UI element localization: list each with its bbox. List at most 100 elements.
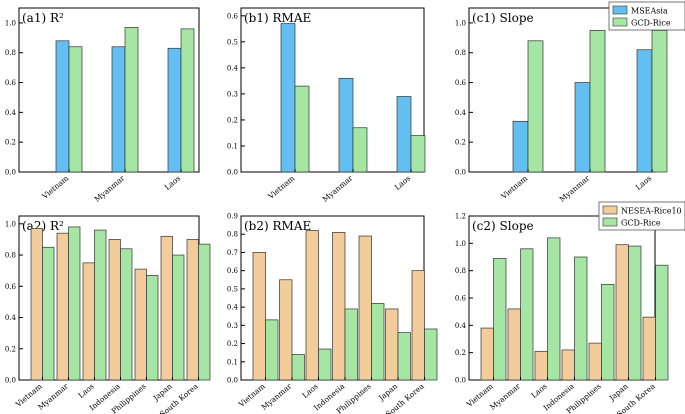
- legend-1: MSEAsia GCD-Rice: [608, 1, 685, 31]
- bar-gcd-rice: [547, 237, 561, 381]
- y-tick-label: 1.2: [455, 213, 466, 221]
- bar-nesea-rice10: [252, 252, 266, 381]
- bar-gcd-rice: [589, 30, 606, 173]
- y-tick-label: 1.0: [5, 220, 16, 228]
- y-tick-label: 0.8: [455, 49, 466, 57]
- bar-nesea-rice10: [332, 232, 346, 381]
- bar-nesea-rice10: [642, 316, 656, 381]
- bar-gcd-rice: [146, 275, 159, 381]
- bar-gcd-rice: [397, 332, 411, 381]
- bar-mseasia: [338, 77, 354, 173]
- x-tick-label: Myanmar: [321, 173, 355, 204]
- y-tick-label: 1.0: [455, 19, 466, 27]
- bar-gcd-rice: [291, 354, 305, 381]
- y-tick-label: 0.4: [227, 64, 239, 72]
- bar-mseasia: [55, 40, 70, 173]
- panel-title: (a2) R²: [22, 219, 64, 233]
- bar-gcd-rice: [628, 245, 642, 381]
- y-tick-label: 0.6: [5, 79, 17, 87]
- bar-gcd-rice: [120, 248, 133, 381]
- x-tick-label: Laos: [300, 382, 320, 400]
- bar-mseasia: [396, 96, 412, 173]
- bar-nesea-rice10: [186, 239, 199, 381]
- panel-title: (c2) Slope: [472, 219, 534, 233]
- x-tick-label: Japan: [376, 382, 399, 404]
- y-tick-label: 0.2: [227, 340, 238, 348]
- x-tick-label: Myanmar: [558, 173, 592, 204]
- y-tick-label: 0.4: [5, 314, 17, 322]
- y-tick-label: 0.0: [455, 377, 466, 385]
- x-tick-label: Myanmar: [488, 381, 522, 412]
- bar-gcd-rice: [68, 226, 81, 381]
- chart-panel-1: 0.0 0.2 0.4 0.6 0.8 1.0 (a1) R² Vietnam Myanmar L…: [5, 7, 200, 204]
- bar-gcd-rice: [424, 328, 438, 381]
- chart-panel-6: 0.00.20.40.60.81.01.2(c2) SlopeVietnamMy…: [455, 213, 669, 414]
- y-tick-label: 1.0: [455, 240, 466, 248]
- bar-nesea-rice10: [160, 235, 173, 381]
- y-tick-label: 0.2: [227, 116, 238, 124]
- bar-nesea-rice10: [561, 349, 575, 381]
- x-tick-label: Laos: [529, 382, 549, 400]
- plot-frame: [240, 7, 425, 173]
- y-tick-label: 0.2: [5, 139, 16, 147]
- bar-gcd-rice: [172, 254, 185, 381]
- panel-title: (b1) RMAE: [244, 11, 311, 25]
- bar-nesea-rice10: [507, 308, 521, 381]
- bar-nesea-rice10: [358, 235, 372, 381]
- bar-mseasia: [111, 46, 126, 173]
- y-tick-label: 0.8: [5, 49, 16, 57]
- x-tick-label: Myanmar: [260, 381, 294, 412]
- bar-nesea-rice10: [411, 270, 425, 381]
- y-tick-label: 0.8: [455, 267, 466, 275]
- bar-gcd-rice: [68, 46, 83, 173]
- x-tick-label: Laos: [76, 382, 96, 400]
- bar-gcd-rice: [294, 85, 310, 173]
- x-tick-label: Vietnam: [40, 174, 71, 202]
- y-tick-label: 0.8: [227, 231, 238, 239]
- y-tick-label: 0.4: [5, 109, 17, 117]
- y-tick-label: 0.4: [455, 322, 467, 330]
- panel-title: (a1) R²: [22, 11, 64, 25]
- y-tick-label: 0.6: [5, 283, 17, 291]
- chart-panel-5: 0.00.10.20.30.40.50.60.70.80.9(b2) RMAEV…: [227, 213, 438, 414]
- x-tick-label: Japan: [607, 382, 630, 404]
- legend-swatch: [612, 17, 628, 27]
- legend-swatch: [602, 205, 618, 215]
- x-tick-label: Laos: [163, 174, 183, 192]
- chart-panel-3: 0.0 0.2 0.4 0.6 0.8 1.0 (c1) Slope Vietnam Myanm…: [455, 7, 668, 204]
- bar-mseasia: [636, 49, 653, 173]
- bar-nesea-rice10: [385, 308, 399, 381]
- bar-mseasia: [512, 120, 529, 173]
- bar-gcd-rice: [42, 246, 55, 381]
- bar-mseasia: [574, 82, 591, 173]
- y-tick-label: 0.4: [455, 109, 467, 117]
- legend-label: MSEAsia: [631, 7, 668, 16]
- y-tick-label: 0.2: [455, 349, 466, 357]
- y-tick-label: 0.3: [227, 90, 238, 98]
- bar-gcd-rice: [344, 308, 358, 381]
- bar-nesea-rice10: [82, 262, 95, 381]
- y-tick-label: 0.5: [227, 38, 238, 46]
- bar-nesea-rice10: [588, 342, 602, 381]
- legend-label: NESEA-Rice10: [621, 207, 682, 216]
- y-tick-label: 0.6: [227, 12, 239, 20]
- x-tick-label: Vietnam: [266, 174, 297, 202]
- panel-title: (c1) Slope: [472, 11, 534, 25]
- y-tick-label: 0.6: [455, 79, 467, 87]
- plot-frame: [18, 7, 200, 173]
- bar-nesea-rice10: [108, 239, 121, 381]
- x-tick-label: Laos: [393, 174, 413, 192]
- bar-gcd-rice: [265, 319, 279, 381]
- y-tick-label: 0.0: [5, 377, 16, 385]
- x-tick-label: Myanmar: [93, 173, 127, 204]
- y-tick-label: 1.0: [5, 19, 16, 27]
- x-tick-label: Vietnam: [499, 174, 530, 202]
- bar-nesea-rice10: [615, 244, 629, 381]
- bar-gcd-rice: [601, 283, 615, 381]
- panel-title: (b2) RMAE: [244, 219, 311, 233]
- bar-gcd-rice: [352, 127, 368, 173]
- y-tick-label: 0.0: [455, 169, 466, 177]
- y-tick-label: 0.0: [227, 377, 238, 385]
- bar-gcd-rice: [94, 229, 107, 381]
